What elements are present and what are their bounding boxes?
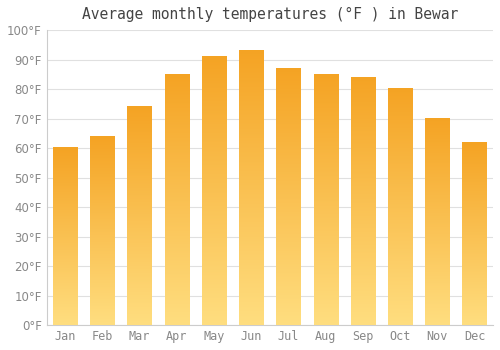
Title: Average monthly temperatures (°F ) in Bewar: Average monthly temperatures (°F ) in Be… bbox=[82, 7, 458, 22]
